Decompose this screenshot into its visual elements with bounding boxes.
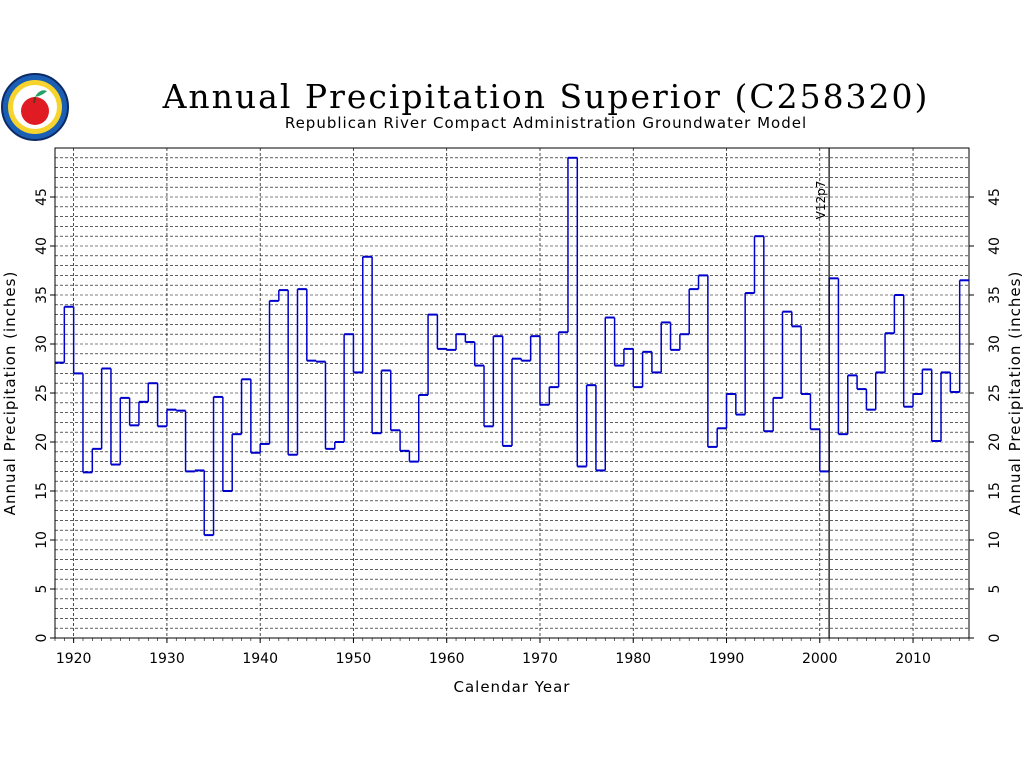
y-tick-label-left: 45	[34, 188, 50, 206]
y-tick-label-right: 30	[987, 335, 1003, 353]
y-tick-label-left: 30	[34, 335, 50, 353]
axis-ticks: 0 0 5 5 10 10 15 15 20 20 25 25 30 30 35 35 40 40 45 45 1920…	[34, 188, 1003, 667]
y-tick-label-left: 10	[34, 531, 50, 549]
chart-subtitle: Republican River Compact Administration …	[285, 114, 807, 132]
y-tick-label-right: 5	[987, 585, 1003, 594]
x-tick-label: 1940	[242, 651, 278, 667]
y-tick-label-right: 20	[987, 433, 1003, 451]
x-tick-label: 1970	[522, 651, 558, 667]
y-tick-label-right: 0	[987, 634, 1003, 643]
y-axis-label-right: Annual Precipitation (inches)	[1006, 271, 1024, 516]
y-tick-label-left: 0	[34, 634, 50, 643]
y-axis-label-left: Annual Precipitation (inches)	[1, 271, 19, 516]
y-tick-label-right: 25	[987, 384, 1003, 402]
annotation-layer: V12p7	[814, 148, 830, 638]
x-tick-label: 1990	[709, 651, 745, 667]
grid-lines	[55, 148, 969, 638]
y-tick-label-right: 35	[987, 286, 1003, 304]
y-tick-label-right: 40	[987, 237, 1003, 255]
y-tick-label-right: 45	[987, 188, 1003, 206]
x-tick-label: 1980	[615, 651, 651, 667]
y-tick-label-left: 40	[34, 237, 50, 255]
x-tick-label: 2010	[895, 651, 931, 667]
x-axis-label: Calendar Year	[454, 678, 571, 696]
y-tick-label-left: 15	[34, 482, 50, 500]
y-tick-label-left: 20	[34, 433, 50, 451]
chart-title: Annual Precipitation Superior (C258320)	[162, 77, 930, 116]
annotation-label: V12p7	[814, 181, 828, 220]
agency-seal-logo	[1, 73, 69, 141]
y-tick-label-right: 10	[987, 531, 1003, 549]
precipitation-series	[55, 156, 969, 537]
x-tick-label: 1950	[336, 651, 372, 667]
y-tick-label-left: 25	[34, 384, 50, 402]
x-tick-label: 1960	[429, 651, 465, 667]
y-tick-label-left: 5	[34, 585, 50, 594]
x-tick-label: 1930	[149, 651, 185, 667]
y-tick-label-right: 15	[987, 482, 1003, 500]
y-tick-label-left: 35	[34, 286, 50, 304]
x-tick-label: 1920	[56, 651, 92, 667]
x-tick-label: 2000	[802, 651, 838, 667]
